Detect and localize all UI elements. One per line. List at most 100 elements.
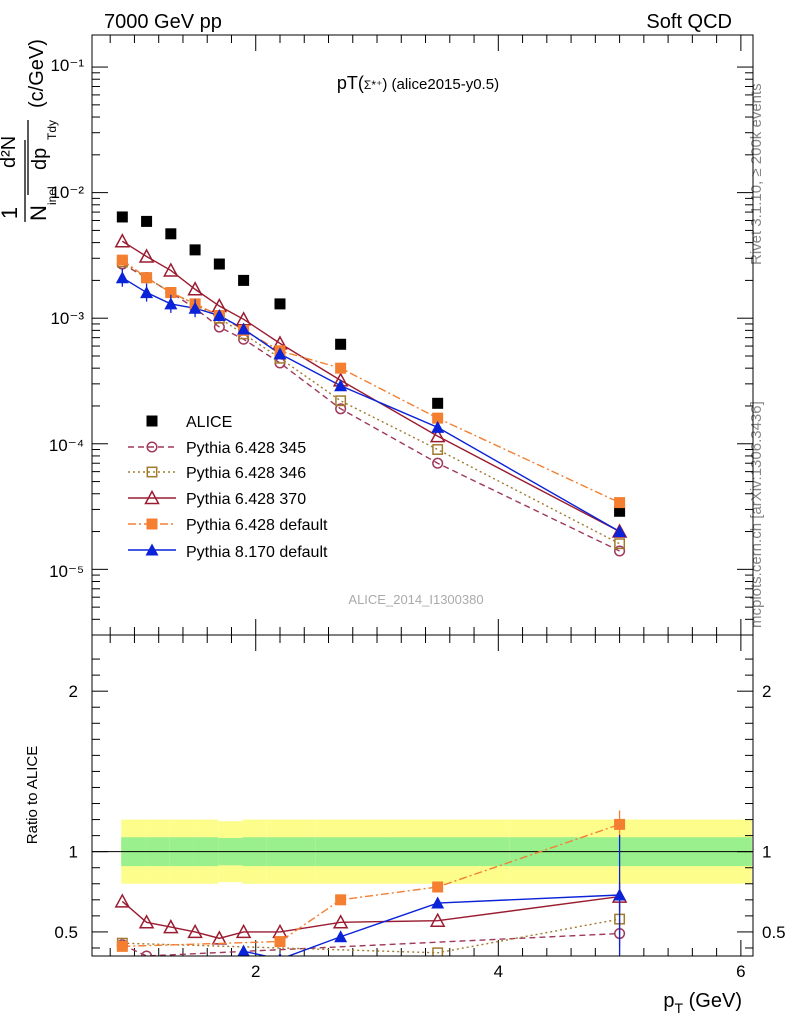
x-axis-title: pT (GeV) [663, 990, 742, 1016]
ratio-y-tick-label: 2 [69, 682, 78, 701]
y-tick-labels: 10⁻⁵ 10⁻⁴ 10⁻³ 10⁻² 10⁻¹ [49, 56, 85, 581]
main-panel-ticks [92, 35, 753, 636]
ratio-point-pythia-6-428-370 [114, 893, 131, 908]
data-point-pythia-8-170-default [212, 309, 226, 322]
data-point-pythia-6-428-345 [614, 545, 626, 557]
data-point-alice [116, 211, 128, 223]
series-line-pythia-6-428-346 [121, 261, 620, 545]
ratio-point-pythia-8-170-default [334, 930, 348, 943]
ratio-point-pythia-6-428-370 [138, 914, 155, 929]
data-point-alice [141, 215, 153, 227]
svg-text:dp: dp [29, 148, 51, 170]
data-point-alice [274, 298, 286, 310]
data-point-pythia-6-428-default [116, 254, 128, 266]
data-point-pythia-6-428-370 [138, 248, 155, 263]
ratio-point-pythia-8-170-default [613, 888, 627, 901]
ratio-y-tick-label-right: 2 [762, 682, 771, 701]
legend-marker [145, 543, 159, 556]
data-point-alice [165, 228, 177, 240]
ratio-line-pythia-6-428-346 [122, 918, 620, 954]
ratio-point-pythia-8-170-default [237, 944, 250, 956]
legend-entry-pythia-6428-default: Pythia 6.428 default [128, 517, 328, 534]
data-point-alice [335, 338, 347, 350]
ratio-line-pythia-6-428-345 [122, 932, 620, 956]
header-left: 7000 GeV pp [104, 11, 222, 33]
y-tick-label: 10⁻⁵ [49, 562, 84, 581]
svg-text:Pythia 6.428 345: Pythia 6.428 345 [186, 440, 306, 457]
svg-text:1: 1 [0, 207, 22, 219]
ratio-panel-frame [91, 634, 754, 957]
data-point-alice [238, 274, 250, 286]
ratio-point-pythia-6-428-default [432, 881, 444, 893]
data-point-pythia-8-170-default [140, 286, 154, 299]
svg-text:Pythia 6.428 346: Pythia 6.428 346 [186, 465, 306, 482]
data-point-pythia-6-428-346 [335, 395, 347, 407]
svg-text:(c/GeV): (c/GeV) [26, 39, 48, 108]
data-point-pythia-6-428-default [165, 287, 177, 299]
data-point-pythia-6-428-default [432, 412, 444, 424]
svg-text:Tdy: Tdy [45, 120, 59, 140]
legend-marker [146, 466, 158, 478]
legend-marker [146, 441, 158, 453]
ratio-point-pythia-6-428-default [274, 936, 286, 948]
data-point-pythia-6-428-default [141, 272, 153, 284]
data-point-pythia-6-428-default [614, 497, 626, 509]
data-point-pythia-6-428-346 [432, 444, 444, 455]
data-point-pythia-8-170-default [273, 347, 287, 360]
data-point-alice [213, 258, 225, 270]
ratio-point-pythia-6-428-default [335, 894, 347, 906]
svg-text:ALICE: ALICE [186, 414, 232, 431]
y-tick-label: 10⁻⁴ [49, 436, 84, 455]
ratio-point-pythia-6-428-370 [235, 923, 252, 939]
ratio-point-pythia-8-170-default [431, 896, 445, 909]
analysis-watermark: ALICE_2014_I1300380 [348, 592, 483, 607]
svg-text:inel: inel [45, 186, 59, 205]
data-point-pythia-8-170-default [115, 271, 129, 284]
ratio-point-pythia-6-428-default [116, 940, 128, 952]
ratio-point-pythia-6-428-345 [141, 950, 153, 956]
data-point-pythia-6-428-default [335, 362, 347, 374]
y-axis-title: 1 N inel d²N dp Tdy (c/GeV) [0, 39, 59, 222]
data-point-pythia-6-428-370 [429, 428, 446, 443]
y-tick-label: 10⁻³ [50, 309, 84, 328]
ratio-y-axis-title: Ratio to ALICE [24, 746, 41, 844]
legend-marker [146, 415, 158, 427]
data-point-pythia-6-428-345 [335, 403, 347, 415]
x-tick-label: 6 [736, 962, 745, 981]
data-point-pythia-8-170-default [613, 525, 627, 538]
legend-marker [146, 518, 158, 530]
legend-marker [144, 489, 160, 505]
data-point-pythia-8-170-default [237, 322, 251, 335]
ratio-point-pythia-6-428-370 [187, 923, 203, 939]
ratio-point-pythia-6-428-370 [429, 912, 446, 927]
legend-entry-pythia-6428-346: Pythia 6.428 346 [128, 465, 306, 482]
series-line-pythia-6-428-370 [121, 240, 620, 533]
ratio-point-pythia-6-428-370 [332, 914, 349, 929]
series-line-pythia-6-428-default [121, 259, 620, 504]
x-tick-label: 4 [494, 962, 503, 981]
header-right: Soft QCD [646, 11, 732, 33]
legend: ALICE Pythia 6.428 345 Pythia 6.428 346 … [128, 414, 328, 561]
y-tick-label: 10⁻² [50, 183, 84, 202]
rivet-label: Rivet 3.1.10, ≥ 200k events [748, 83, 765, 265]
main-panel: pT(Σ*⁺) (alice2015-y0.5) ALICE_2014_I130… [0, 34, 754, 636]
y-tick-label: 10⁻¹ [50, 56, 84, 75]
legend-entry-alice: ALICE [146, 414, 232, 431]
svg-text:Pythia 6.428 370: Pythia 6.428 370 [186, 491, 306, 508]
data-point-pythia-8-170-default [431, 420, 445, 433]
data-point-pythia-8-170-default [164, 297, 178, 310]
data-point-alice [189, 244, 201, 256]
legend-entry-pythia-6428-370: Pythia 6.428 370 [128, 489, 306, 508]
data-point-pythia-6-428-370 [114, 233, 131, 248]
data-point-alice [432, 397, 444, 409]
data-point-pythia-6-428-346 [614, 538, 626, 550]
plot-title: pT(Σ*⁺) (alice2015-y0.5) [337, 73, 499, 93]
ratio-point-pythia-6-428-346 [432, 947, 444, 956]
x-tick-label: 2 [251, 962, 260, 981]
ratio-panel: Ratio to ALICE 0.5 0.5 1 1 2 2 2 4 6 pT (GeV) [24, 634, 786, 1016]
data-point-pythia-6-428-370 [163, 262, 179, 277]
ratio-point-pythia-6-428-default [614, 818, 626, 830]
data-point-pythia-8-170-default [334, 379, 348, 392]
data-point-alice [614, 505, 626, 517]
